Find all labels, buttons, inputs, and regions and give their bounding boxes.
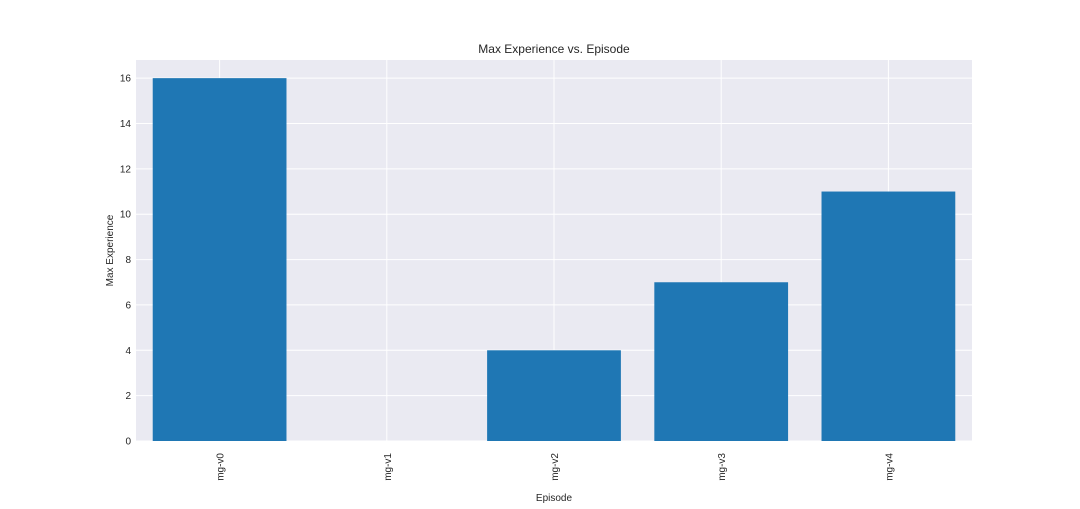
y-tick-label: 2 [125,391,131,402]
y-tick-label: 16 [120,74,132,85]
bar-mg-v4 [821,191,956,441]
bar-mg-v3 [654,282,789,441]
x-tick-label: mg-v3 [717,453,728,481]
x-axis-ticks: mg-v0 mg-v1 mg-v2 mg-v3 mg-v4 [216,453,896,481]
x-tick-label: mg-v2 [550,453,561,481]
y-tick-label: 14 [120,119,132,130]
y-axis-label: Max Experience [105,214,116,286]
y-tick-label: 10 [120,210,132,221]
bars [152,78,956,442]
x-axis-label: Episode [536,493,573,504]
x-tick-label: mg-v0 [216,453,227,481]
chart-title: Max Experience vs. Episode [478,42,630,56]
x-tick-label: mg-v1 [383,453,394,481]
y-axis-ticks: 0 2 4 6 8 10 12 14 16 [120,74,132,448]
x-tick-label: mg-v4 [884,453,895,481]
y-tick-label: 4 [125,346,131,357]
bar-mg-v2 [487,350,621,441]
y-tick-label: 8 [125,255,131,266]
y-tick-label: 6 [125,300,131,311]
y-tick-label: 0 [125,437,131,448]
bar-mg-v0 [152,78,287,442]
y-tick-label: 12 [120,164,132,175]
